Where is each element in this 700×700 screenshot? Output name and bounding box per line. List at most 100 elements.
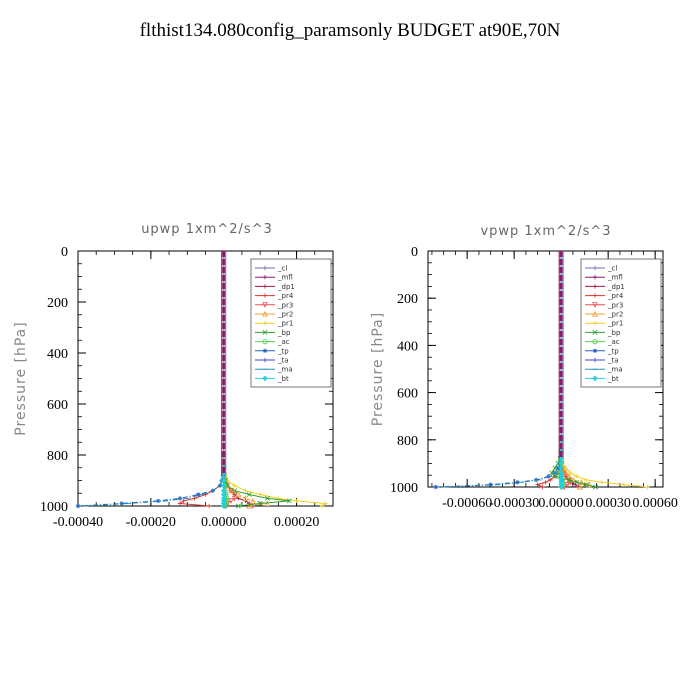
- legend-marker-pr4: [262, 293, 268, 298]
- legend-marker-tp: [592, 348, 598, 353]
- y-axis-label: Pressure [hPa]: [13, 321, 29, 435]
- legend-label: _pr1: [607, 320, 623, 328]
- data-point-tp: [196, 492, 201, 497]
- data-point-pr4: [548, 477, 553, 483]
- legend-label: _pr3: [277, 301, 293, 309]
- data-point-pr1: [563, 465, 569, 471]
- legend-marker-bt: [262, 375, 268, 382]
- data-point-pr1: [294, 498, 299, 504]
- data-point-pr4: [540, 484, 545, 490]
- data-point-pr2: [235, 491, 242, 498]
- legend-marker-mfl: [262, 275, 268, 280]
- panel-title: vpwp 1xm^2/s^3: [480, 224, 611, 239]
- data-point-pr2: [577, 483, 583, 490]
- legend-marker-bt: [592, 375, 598, 382]
- legend-label: _dp1: [277, 283, 295, 291]
- data-point-tp: [155, 498, 161, 504]
- data-point-tp: [433, 484, 439, 490]
- data-point-bt: [220, 477, 227, 484]
- legend-marker-ta: [262, 357, 268, 363]
- data-point-pr4: [543, 480, 548, 485]
- data-point-bp: [566, 477, 572, 483]
- y-tick-label: 200: [47, 296, 68, 311]
- data-point-pr4: [177, 501, 183, 506]
- legend-label: _bp: [607, 329, 621, 337]
- data-point-tp: [488, 482, 493, 487]
- legend-label: _dp1: [607, 283, 625, 291]
- legend-label: _cl: [607, 265, 617, 273]
- legend-marker-ac: [262, 338, 268, 345]
- data-point-pr4: [206, 503, 212, 509]
- x-tick-label: 0.00000: [201, 515, 247, 530]
- legend-label: _ma: [607, 366, 623, 374]
- legend-marker-pr2: [592, 310, 598, 317]
- data-point-pr2: [250, 497, 256, 504]
- x-tick-label: 0.00000: [538, 496, 584, 511]
- y-tick-label: 1000: [40, 500, 68, 515]
- data-point-pr1: [257, 492, 263, 497]
- data-point-pr2: [563, 469, 569, 476]
- legend-label: _pr4: [607, 292, 624, 300]
- legend-label: _mfl: [607, 274, 623, 282]
- series-line-ma: [443, 251, 562, 488]
- data-point-pr1: [621, 482, 627, 487]
- legend-marker-pr3: [592, 302, 598, 308]
- data-point-bt: [220, 482, 227, 489]
- data-point-pr2: [566, 473, 572, 479]
- data-point-pr2: [246, 502, 253, 509]
- y-tick-label: 1000: [390, 481, 418, 496]
- series-line-ma: [85, 251, 225, 507]
- y-tick-label: 200: [397, 292, 418, 307]
- y-tick-label: 800: [47, 449, 68, 464]
- y-tick-label: 0: [411, 245, 418, 260]
- data-point-bp: [286, 498, 292, 504]
- data-point-pr2: [578, 479, 585, 485]
- legend-label: _ma: [277, 366, 293, 374]
- data-point-bp: [552, 465, 558, 471]
- panel-title: upwp 1xm^2/s^3: [141, 222, 273, 237]
- y-tick-label: 0: [61, 245, 68, 260]
- data-point-bp: [235, 503, 241, 509]
- legend-label: _bt: [277, 375, 289, 383]
- data-point-pr1: [645, 484, 650, 490]
- legend-label: _pr1: [277, 320, 293, 328]
- data-point-pr1: [243, 488, 248, 493]
- y-tick-label: 400: [397, 339, 418, 354]
- legend-label: _ta: [607, 357, 619, 365]
- data-point-bp: [264, 495, 270, 501]
- data-point-pr2: [242, 495, 249, 501]
- data-point-tp: [119, 501, 124, 506]
- legend-label: _pr2: [277, 311, 293, 319]
- data-point-bp: [552, 473, 558, 479]
- data-point-bp: [246, 492, 252, 498]
- series-line-pr4: [536, 251, 562, 488]
- data-point-dp1: [573, 482, 578, 487]
- page-title: flthist134.080config_paramsonly BUDGET a…: [139, 20, 561, 41]
- legend-label: _ta: [277, 357, 289, 365]
- legend-marker-mfl: [592, 275, 598, 280]
- data-point-pr2: [228, 487, 234, 494]
- y-tick-label: 600: [47, 398, 68, 413]
- y-tick-label: 400: [47, 347, 68, 362]
- legend-label: _tp: [607, 347, 619, 355]
- data-point-bt: [558, 484, 564, 490]
- data-point-pr2: [264, 500, 271, 507]
- legend-marker-pr1: [262, 321, 268, 326]
- legend-marker-bp: [262, 329, 268, 335]
- legend-marker-bp: [592, 329, 598, 335]
- legend-marker-pr3: [262, 302, 268, 308]
- legend-marker-pr4: [592, 293, 598, 298]
- x-tick-label: 0.00020: [274, 515, 320, 530]
- x-tick-label: 0.00030: [585, 496, 631, 511]
- y-axis-label: Pressure [hPa]: [370, 312, 386, 426]
- data-point-bp: [257, 500, 263, 506]
- legend-label: _tp: [277, 347, 289, 355]
- series-line-dp1: [223, 251, 254, 507]
- series-line-tp: [435, 251, 562, 488]
- chart-panel-vpwp: vpwp 1xm^2/s^3 Pressure [hPa] 0 200 400 600 80…: [370, 224, 678, 511]
- x-tick-label: -0.00060: [442, 496, 492, 511]
- data-point-pr1: [232, 483, 237, 488]
- data-point-bp: [232, 488, 238, 494]
- data-point-pr4: [535, 482, 540, 487]
